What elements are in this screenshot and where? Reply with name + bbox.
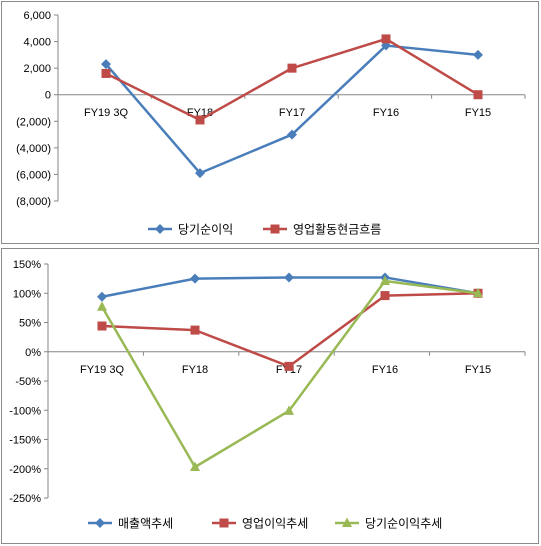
- x-tick-label: FY17: [279, 107, 305, 119]
- data-point: [97, 291, 107, 302]
- y-tick-label: 0%: [25, 347, 41, 359]
- legend-item: 영업활동현금흐름: [263, 223, 381, 237]
- data-point: [473, 49, 483, 60]
- legend-label: 당기순이익추세: [365, 517, 442, 531]
- legend-marker: [270, 224, 280, 234]
- data-point: [190, 273, 200, 284]
- data-point: [97, 301, 107, 311]
- legend-label: 영업이익추세: [242, 517, 308, 531]
- data-point: [284, 405, 294, 415]
- data-point: [381, 34, 391, 44]
- y-tick-label: 0: [45, 90, 51, 102]
- y-tick-label: (4,000): [16, 143, 51, 155]
- y-tick-label: (8,000): [16, 196, 51, 208]
- legend-marker: [155, 224, 165, 234]
- data-point: [473, 287, 483, 298]
- data-point: [380, 291, 390, 301]
- x-tick-label: FY19 3Q: [84, 107, 128, 119]
- legend-item: 영업이익추세: [212, 517, 308, 531]
- legend-label: 영업활동현금흐름: [293, 223, 381, 237]
- data-point: [101, 59, 111, 70]
- y-tick-label: -250%: [9, 493, 41, 505]
- y-tick-label: -150%: [9, 435, 41, 447]
- x-tick-label: FY15: [465, 364, 491, 376]
- legend-label: 매출액추세: [118, 517, 173, 531]
- chart-panel-bottom: [1, 248, 539, 544]
- data-point: [287, 63, 297, 73]
- data-point: [195, 115, 205, 125]
- legend-item: 매출액추세: [88, 517, 173, 531]
- x-tick-label: FY15: [465, 107, 491, 119]
- x-tick-label: FY18: [182, 364, 208, 376]
- data-point: [97, 321, 107, 331]
- x-tick-label: FY19 3Q: [80, 364, 124, 376]
- data-point: [101, 68, 111, 78]
- y-tick-label: 50%: [19, 318, 41, 330]
- series-1: [101, 40, 483, 179]
- data-point: [190, 325, 200, 335]
- legend-item: 당기순이익: [148, 223, 233, 237]
- legend-marker: [342, 517, 352, 527]
- data-point: [287, 129, 297, 140]
- y-tick-label: -200%: [9, 464, 41, 476]
- legend-marker: [219, 518, 229, 528]
- legend-marker: [95, 518, 105, 528]
- series-3: [97, 275, 483, 471]
- data-point: [284, 361, 294, 371]
- data-point: [473, 90, 483, 100]
- chart-panel-top: [1, 1, 539, 244]
- y-tick-label: (6,000): [16, 169, 51, 181]
- x-tick-label: FY16: [373, 107, 399, 119]
- y-tick-label: -50%: [15, 376, 41, 388]
- y-tick-label: -100%: [9, 405, 41, 417]
- y-tick-label: (2,000): [16, 116, 51, 128]
- y-tick-label: 150%: [13, 259, 41, 271]
- chart-1: 6,000 4,000 2,000 0 (2,000) (4,000) (6,000) (8,…: [16, 10, 526, 237]
- legend-label: 당기순이익: [178, 223, 233, 237]
- series-2: [101, 34, 483, 125]
- legend-item: 당기순이익추세: [335, 517, 442, 531]
- y-tick-label: 6,000: [23, 10, 51, 22]
- data-point: [190, 461, 200, 471]
- data-point: [380, 275, 390, 285]
- series-2: [97, 288, 483, 371]
- y-tick-label: 4,000: [23, 37, 51, 49]
- x-tick-label: FY16: [372, 364, 398, 376]
- chart-2: 150% 100% 50% 0% -50% -100% -150% -200% -250% FY1…: [9, 259, 526, 531]
- series-line: [101, 292, 479, 368]
- y-tick-label: 100%: [13, 288, 41, 300]
- data-point: [195, 168, 205, 179]
- data-point: [284, 272, 294, 283]
- y-tick-label: 2,000: [23, 63, 51, 75]
